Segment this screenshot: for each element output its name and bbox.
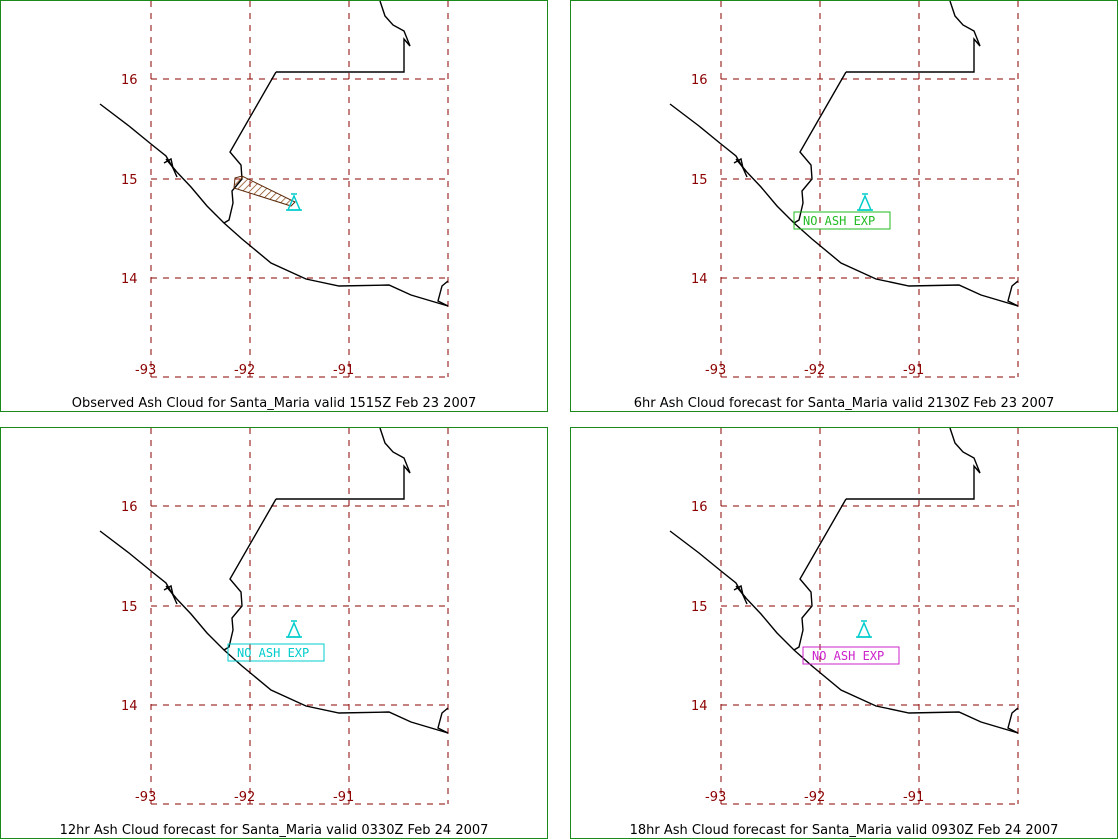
lat-label: 14 — [691, 272, 708, 287]
volcano-icon — [856, 620, 872, 638]
volcano-icon — [286, 193, 302, 211]
coastline — [99, 530, 449, 734]
status-label: NO ASH EXP — [227, 643, 325, 662]
status-label: NO ASH EXP — [802, 646, 900, 665]
coastline — [163, 157, 178, 178]
lat-label: 16 — [691, 73, 708, 88]
panel-caption: 18hr Ash Cloud forecast for Santa_Maria … — [629, 823, 1059, 838]
lat-label: 15 — [691, 173, 708, 188]
lon-label: -91 — [333, 363, 354, 378]
map-panel-12hr: 16 15 14 -93 -92 -91 NO ASH EXP 12hr Ash Cloud… — [0, 427, 548, 839]
lon-label: -93 — [135, 790, 156, 805]
map-panel-observed: 16 15 14 -93 -92 -91 Observed Ash Cloud for S… — [0, 0, 548, 412]
status-box — [802, 646, 900, 665]
lon-label: -92 — [804, 790, 825, 805]
country-border — [793, 71, 847, 224]
coastline — [99, 103, 449, 307]
ash-cloud-polygon — [233, 175, 296, 207]
lon-label: -93 — [705, 790, 726, 805]
coastline — [733, 157, 748, 178]
lat-label: 15 — [121, 600, 138, 615]
map-canvas: 16 15 14 -93 -92 -91 — [99, 1, 449, 378]
lon-label: -91 — [903, 363, 924, 378]
country-border — [437, 280, 449, 307]
volcano-icon — [857, 193, 873, 211]
map-canvas: 16 15 14 -93 -92 -91 NO ASH EXP — [669, 428, 1019, 805]
volcano-icon — [286, 620, 302, 638]
lon-label: -93 — [135, 363, 156, 378]
map-panel-6hr: 16 15 14 -93 -92 -91 NO ASH EXP 6hr Ash Cloud … — [570, 0, 1118, 412]
lat-label: 16 — [121, 500, 138, 515]
country-border — [793, 498, 847, 651]
status-box — [227, 643, 325, 662]
status-text: NO ASH EXP — [237, 646, 309, 660]
country-border — [1007, 280, 1019, 307]
lon-label: -92 — [234, 363, 255, 378]
panel-caption: 6hr Ash Cloud forecast for Santa_Maria v… — [633, 396, 1055, 411]
lat-label: 14 — [121, 699, 138, 714]
lat-label: 16 — [121, 73, 138, 88]
lat-label: 16 — [691, 500, 708, 515]
status-label: NO ASH EXP — [793, 211, 891, 230]
country-border — [846, 428, 981, 500]
lon-label: -91 — [333, 790, 354, 805]
map-panel-18hr: 16 15 14 -93 -92 -91 NO ASH EXP 18hr Ash Cloud… — [570, 427, 1118, 839]
lon-label: -91 — [903, 790, 924, 805]
country-border — [1007, 707, 1019, 734]
country-border — [276, 1, 411, 73]
status-box — [793, 211, 891, 230]
lat-label: 14 — [121, 272, 138, 287]
coastline — [669, 530, 1019, 734]
coastline — [163, 584, 178, 605]
lon-label: -93 — [705, 363, 726, 378]
status-text: NO ASH EXP — [803, 214, 875, 228]
country-border — [846, 1, 981, 73]
panel-caption: 12hr Ash Cloud forecast for Santa_Maria … — [59, 823, 489, 838]
coastline — [733, 584, 748, 605]
map-canvas: 16 15 14 -93 -92 -91 NO ASH EXP — [99, 428, 449, 805]
lat-label: 15 — [691, 600, 708, 615]
lon-label: -92 — [234, 790, 255, 805]
country-border — [276, 428, 411, 500]
status-text: NO ASH EXP — [812, 649, 884, 663]
coastline — [669, 103, 1019, 307]
lon-label: -92 — [804, 363, 825, 378]
country-border — [437, 707, 449, 734]
map-canvas: 16 15 14 -93 -92 -91 NO ASH EXP — [669, 1, 1019, 378]
lat-label: 15 — [121, 173, 138, 188]
lat-label: 14 — [691, 699, 708, 714]
panel-caption: Observed Ash Cloud for Santa_Maria valid… — [71, 396, 477, 411]
